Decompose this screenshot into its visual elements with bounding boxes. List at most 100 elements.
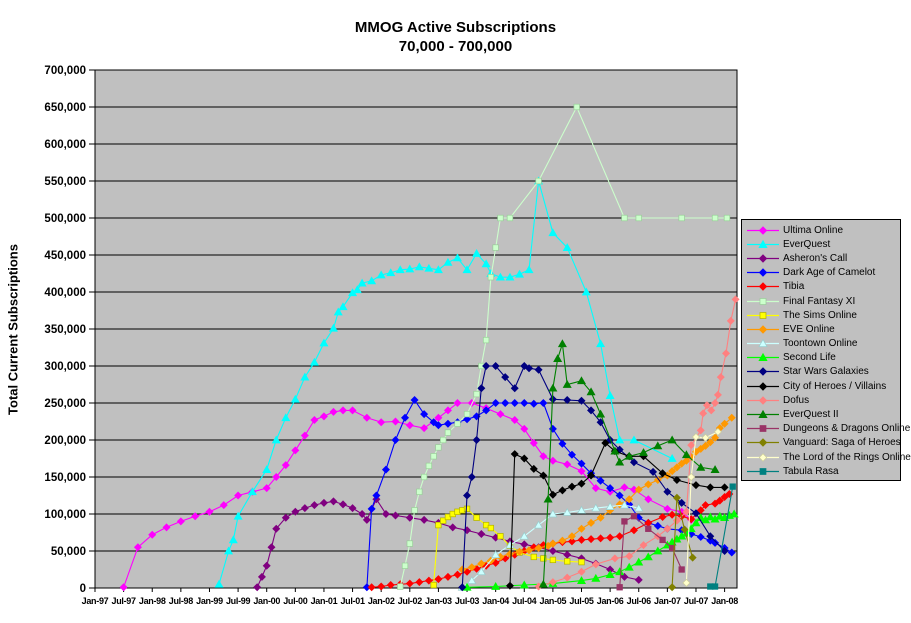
x-tick-label: Jan-04 <box>482 596 509 606</box>
legend-series-marker-icon <box>747 353 779 362</box>
legend-series-marker-icon <box>747 282 779 292</box>
series-everquest <box>214 176 677 588</box>
series-eve-online <box>458 413 736 574</box>
series-ultima-online <box>119 399 696 592</box>
x-tick-label: Jan-03 <box>425 596 452 606</box>
legend-series-marker-icon <box>747 409 779 418</box>
x-tick-label: Jul-04 <box>512 596 537 606</box>
x-tick-label: Jul-00 <box>283 596 308 606</box>
chart-title: MMOG Active Subscriptions <box>354 19 557 36</box>
y-tick-label: 550,000 <box>44 176 86 188</box>
legend-series-marker-icon <box>747 254 779 263</box>
legend-series-marker-icon <box>747 325 779 334</box>
x-tick-label: Jul-07 <box>684 596 709 606</box>
x-tick-label: Jan-97 <box>82 596 109 606</box>
legend-label: The Sims Online <box>783 309 857 321</box>
legend-item: Dofus <box>746 393 898 407</box>
legend-item: Vanguard: Saga of Heroes <box>746 436 901 450</box>
legend-series-marker-icon <box>747 381 779 391</box>
legend-label: The Lord of the Rings Online <box>783 451 911 463</box>
series-final-fantasy-xi <box>397 103 731 590</box>
legend-series-marker-icon <box>747 225 779 235</box>
y-tick-label: 650,000 <box>44 102 86 114</box>
y-tick-label: 600,000 <box>44 139 86 151</box>
legend-item: The Lord of the Rings Online <box>746 450 911 464</box>
legend-item: The Sims Online <box>746 308 898 322</box>
legend-series-marker-icon <box>747 467 779 475</box>
legend-item: EverQuest II <box>746 407 898 421</box>
y-tick-label: 350,000 <box>44 324 86 336</box>
legend-item: Dungeons & Dragons Online <box>746 422 910 436</box>
legend-label: Star Wars Galaxies <box>783 366 869 378</box>
legend-series-marker-icon <box>747 297 779 305</box>
legend-series-marker-icon <box>747 396 779 405</box>
legend-label: Tabula Rasa <box>783 465 839 477</box>
x-tick-label: Jul-01 <box>340 596 365 606</box>
x-tick-label: Jul-97 <box>112 596 137 606</box>
y-tick-label: 300,000 <box>44 361 86 373</box>
series-dofus <box>534 295 740 591</box>
legend-series-marker-icon <box>747 338 779 348</box>
legend-item: Second Life <box>746 351 898 365</box>
series-the-lord-of-the-rings-online <box>682 427 722 587</box>
y-tick-label: 700,000 <box>44 65 86 77</box>
legend-item: Ultima Online <box>746 223 898 237</box>
x-tick-label: Jan-98 <box>139 596 166 606</box>
x-tick-label: Jan-01 <box>311 596 338 606</box>
series-asheron-s-call <box>253 495 643 592</box>
legend-series-marker-icon <box>747 311 779 319</box>
legend-item: Asheron's Call <box>746 251 898 265</box>
x-tick-label: Jul-05 <box>569 596 594 606</box>
legend-item: Tabula Rasa <box>746 464 898 478</box>
x-tick-label: Jan-05 <box>540 596 567 606</box>
legend-item: City of Heroes / Villains <box>746 379 898 393</box>
x-tick-label: Jan-02 <box>368 596 395 606</box>
y-tick-label: 450,000 <box>44 250 86 262</box>
legend-label: City of Heroes / Villains <box>783 380 887 392</box>
chart-subtitle: 70,000 - 700,000 <box>398 38 513 55</box>
legend-series-marker-icon <box>747 425 779 433</box>
series-the-sims-online <box>430 505 585 589</box>
x-tick-label: Jan-08 <box>711 596 738 606</box>
legend-label: Second Life <box>783 352 836 364</box>
legend-label: Final Fantasy XI <box>783 295 856 307</box>
legend-label: EverQuest II <box>783 409 839 421</box>
legend-series-marker-icon <box>747 367 779 377</box>
legend-label: Dofus <box>783 394 810 406</box>
legend: Ultima Online EverQuest Asheron's Call Dark… <box>741 219 911 482</box>
y-tick-label: 250,000 <box>44 398 86 410</box>
legend-label: EverQuest <box>783 238 831 250</box>
legend-item: EVE Online <box>746 322 898 336</box>
y-axis: 0 50,000 100,000 150,000 200,000 250,000 300,0… <box>44 65 95 595</box>
legend-label: EVE Online <box>783 323 835 335</box>
y-tick-label: 500,000 <box>44 213 86 225</box>
legend-item: Tibia <box>746 280 898 294</box>
series-lines <box>119 103 740 592</box>
legend-label: Asheron's Call <box>783 252 848 264</box>
x-tick-label: Jan-07 <box>654 596 681 606</box>
legend-series-marker-icon <box>747 438 779 448</box>
series-tabula-rasa <box>707 483 736 590</box>
legend-label: Toontown Online <box>783 338 858 350</box>
series-city-of-heroes-villains <box>505 438 729 590</box>
y-tick-label: 200,000 <box>44 435 86 447</box>
legend-item: EverQuest <box>746 237 898 251</box>
legend-label: Ultima Online <box>783 224 844 236</box>
legend-series-marker-icon <box>747 239 779 248</box>
y-tick-label: 150,000 <box>44 472 86 484</box>
x-tick-label: Jul-99 <box>226 596 251 606</box>
y-tick-label: 400,000 <box>44 287 86 299</box>
series-dungeons-dragons-online <box>616 513 685 591</box>
x-axis: Jan-97 Jul-97 Jan-98 Jul-98 Jan-99 Jul-99 Jan-… <box>82 588 739 606</box>
legend-label: Dark Age of Camelot <box>783 267 876 279</box>
legend-series-marker-icon <box>747 452 779 462</box>
x-tick-label: Jan-00 <box>253 596 280 606</box>
x-tick-label: Jul-02 <box>398 596 423 606</box>
x-tick-label: Jan-99 <box>196 596 223 606</box>
x-tick-label: Jul-06 <box>627 596 652 606</box>
y-tick-label: 100,000 <box>44 509 86 521</box>
legend-item: Dark Age of Camelot <box>746 266 898 280</box>
y-tick-label: 0 <box>80 583 86 595</box>
